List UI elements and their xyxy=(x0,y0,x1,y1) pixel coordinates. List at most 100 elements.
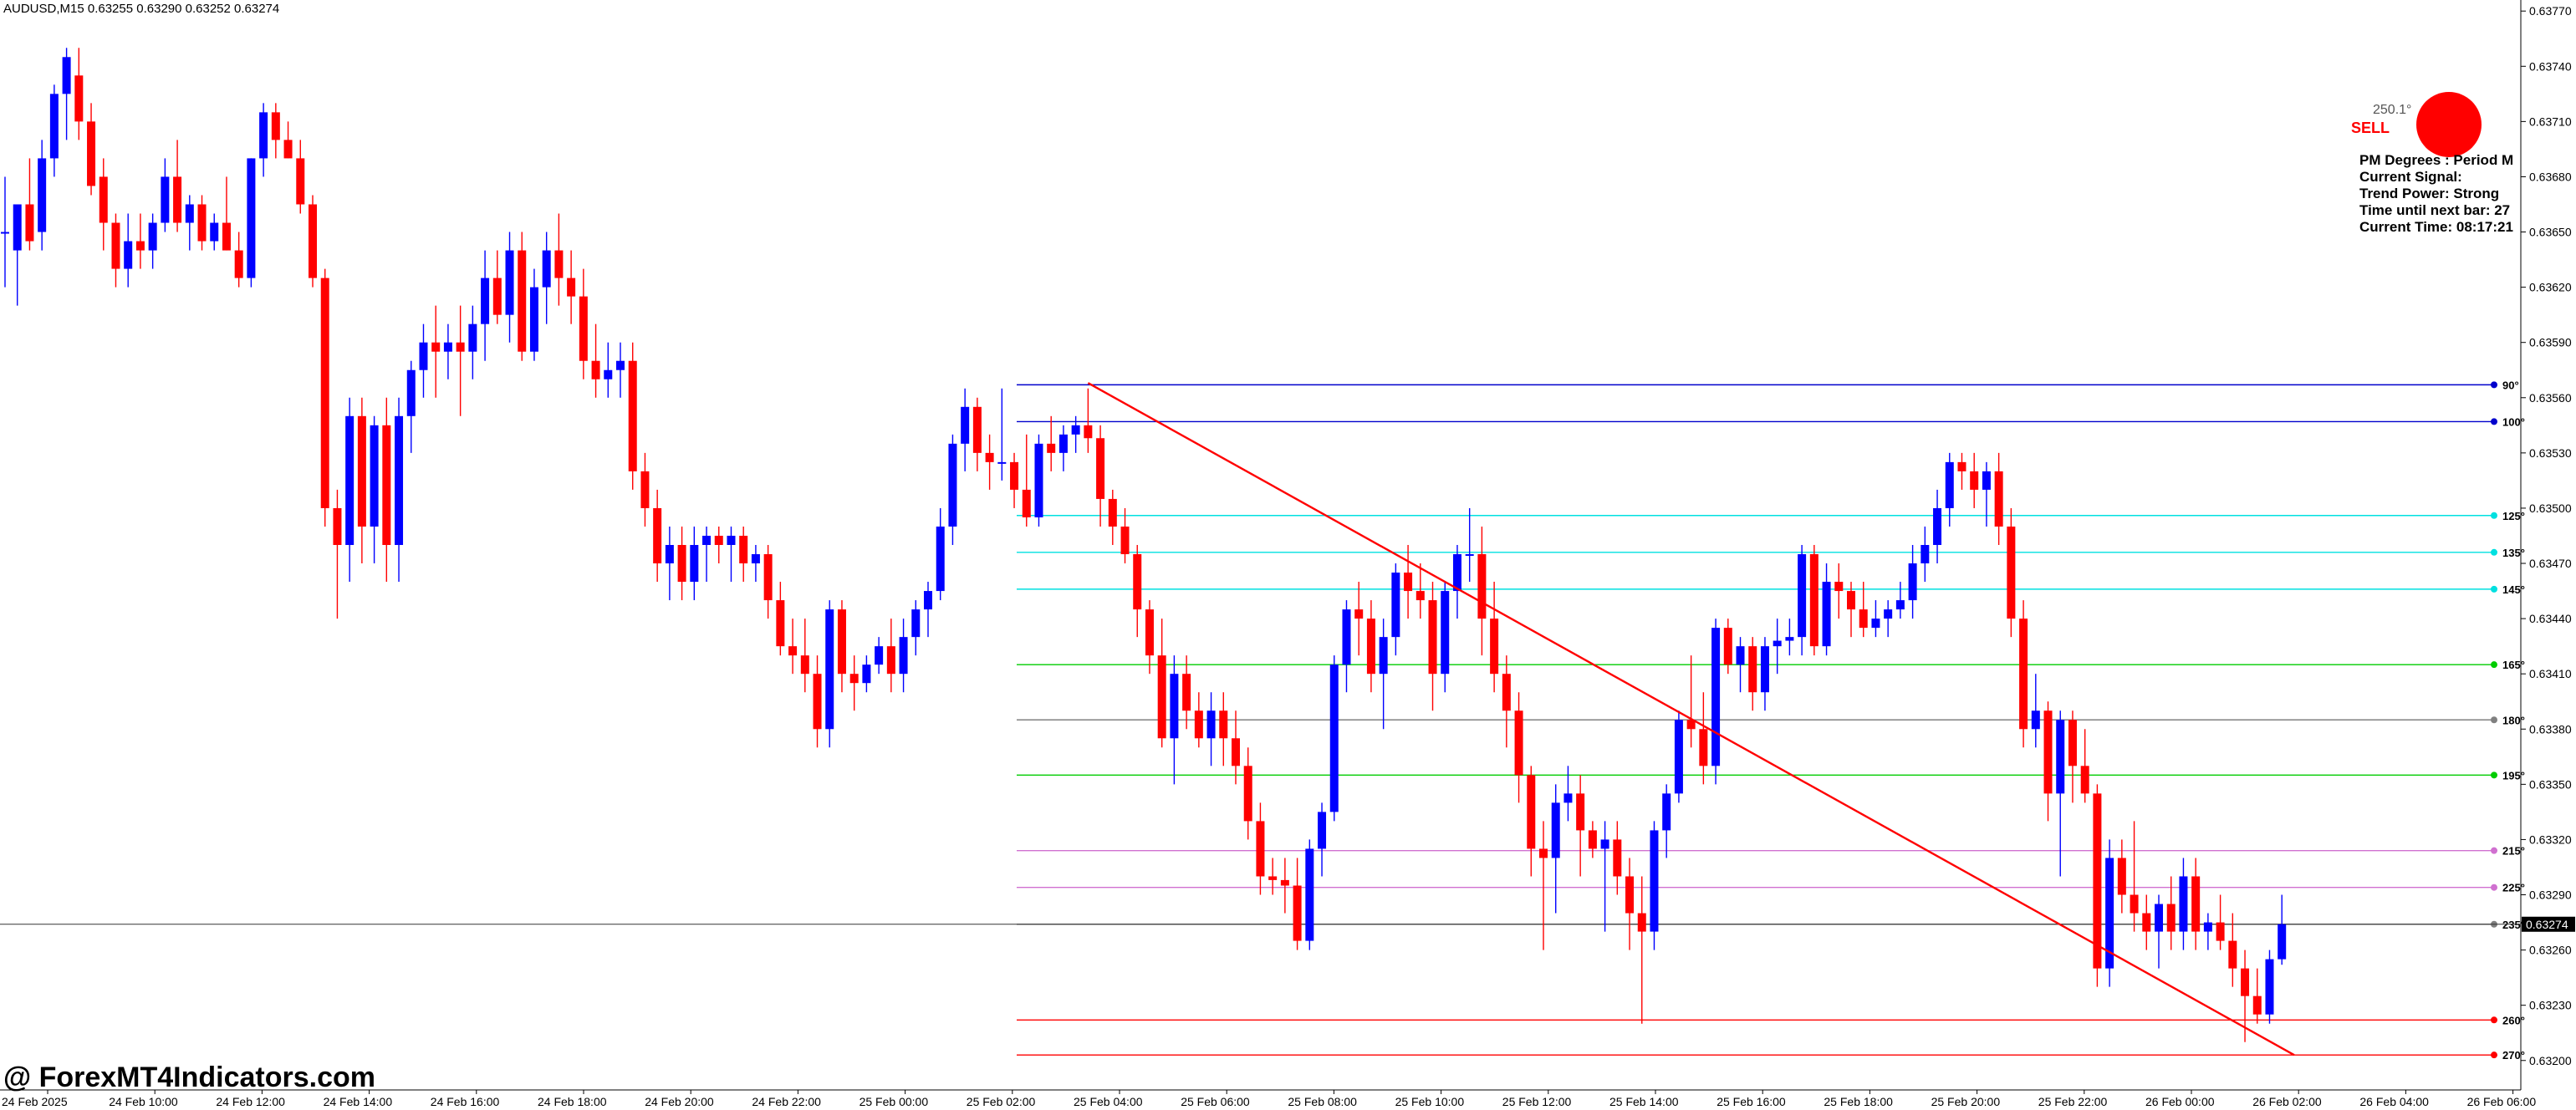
candle-body xyxy=(529,287,538,352)
candle-body xyxy=(1477,554,1487,619)
candle-body xyxy=(1342,609,1351,665)
candle-body xyxy=(197,204,207,242)
price-tick-label: 0.63560 xyxy=(2529,391,2572,405)
candle-body xyxy=(1723,628,1732,665)
candle-body xyxy=(1,232,9,234)
indicator-signal: SELL xyxy=(2351,120,2390,136)
candle-body xyxy=(677,545,686,583)
candle-body xyxy=(1711,628,1721,766)
candle-body xyxy=(1058,434,1068,453)
gann-level-dot xyxy=(2491,771,2497,779)
candle-body xyxy=(1354,609,1364,619)
candle-body xyxy=(554,250,564,278)
candle-body xyxy=(492,278,502,315)
candle-body xyxy=(727,535,736,545)
price-tick-label: 0.63590 xyxy=(2529,336,2572,349)
gann-level-dot xyxy=(2491,1051,2497,1059)
candle-body xyxy=(1318,812,1327,849)
candle-body xyxy=(1490,619,1499,675)
gann-level-label: 100° xyxy=(2502,415,2525,428)
candle-body xyxy=(1576,793,1585,831)
candle-body xyxy=(1194,710,1203,739)
price-tick-label: 0.63230 xyxy=(2529,999,2572,1012)
indicator-info-panel: PM Degrees : Period M Current Signal: Tr… xyxy=(2359,152,2527,236)
info-line: Time until next bar: 27 xyxy=(2359,202,2511,218)
price-tick-label: 0.63710 xyxy=(2529,115,2572,128)
info-line: Current Time: 08:17:21 xyxy=(2359,219,2513,235)
time-tick-label: 25 Feb 14:00 xyxy=(1609,1095,1679,1108)
candle-body xyxy=(1822,582,1831,647)
candle-body xyxy=(25,204,34,242)
candle-body xyxy=(481,278,490,324)
gann-level-dot xyxy=(2491,716,2497,724)
gann-level-label: 90° xyxy=(2502,379,2519,391)
candle-body xyxy=(518,250,527,352)
time-tick-label: 25 Feb 16:00 xyxy=(1716,1095,1786,1108)
candle-body xyxy=(2252,995,2262,1015)
candle-body xyxy=(739,535,748,564)
candle-body xyxy=(1379,637,1388,675)
price-tick-label: 0.63260 xyxy=(2529,944,2572,957)
candle-body xyxy=(763,554,773,601)
candle-body xyxy=(345,415,355,545)
candle-body xyxy=(1650,830,1659,932)
candle-body xyxy=(1096,438,1105,499)
candle-body xyxy=(2130,894,2139,914)
candle-body xyxy=(1625,876,1635,914)
time-tick-label: 26 Feb 02:00 xyxy=(2252,1095,2322,1108)
candle-body xyxy=(1736,646,1745,665)
gann-level-dot xyxy=(2491,512,2497,519)
candle-body xyxy=(1785,637,1794,641)
candle-body xyxy=(948,443,957,527)
candle-body xyxy=(185,204,194,223)
candle-body xyxy=(271,112,280,140)
candle-body xyxy=(2278,924,2287,960)
candle-body xyxy=(825,609,834,730)
candle-body xyxy=(1502,674,1511,711)
candle-body xyxy=(1908,563,1917,601)
time-tick-label: 25 Feb 08:00 xyxy=(1288,1095,1357,1108)
candle-body xyxy=(1293,885,1302,941)
candle-body xyxy=(1071,425,1080,435)
price-tick-label: 0.63680 xyxy=(2529,170,2572,183)
symbol-header: AUDUSD,M15 0.63255 0.63290 0.63252 0.632… xyxy=(3,2,280,16)
candle-body xyxy=(333,507,342,545)
candle-body xyxy=(2216,922,2225,941)
time-tick-label: 24 Feb 10:00 xyxy=(109,1095,178,1108)
time-tick-label: 25 Feb 00:00 xyxy=(860,1095,929,1108)
gann-level-dot xyxy=(2491,381,2497,389)
gann-level-dot xyxy=(2491,418,2497,425)
candle-body xyxy=(1527,775,1536,849)
price-tick-label: 0.63290 xyxy=(2529,889,2572,902)
candle-body xyxy=(406,369,416,416)
time-tick-label: 26 Feb 04:00 xyxy=(2359,1095,2429,1108)
gann-level-label: 225° xyxy=(2502,882,2525,894)
info-line: Trend Power: Strong xyxy=(2359,186,2500,201)
candle-body xyxy=(161,176,170,223)
candle-body xyxy=(690,545,699,583)
candle-body xyxy=(788,646,798,656)
candle-body xyxy=(443,342,452,352)
info-line: Current Signal: xyxy=(2359,169,2462,185)
price-tick-label: 0.63470 xyxy=(2529,557,2572,570)
candle-body xyxy=(616,360,625,370)
signal-circle-icon xyxy=(2416,92,2482,157)
gann-level-dot xyxy=(2491,883,2497,891)
price-tick-label: 0.63200 xyxy=(2529,1054,2572,1067)
candle-body xyxy=(234,250,243,278)
candle-body xyxy=(2007,526,2016,619)
candle-body xyxy=(1108,498,1117,527)
gann-level-label: 195° xyxy=(2502,769,2525,782)
candle-body xyxy=(2142,913,2151,932)
time-tick-label: 26 Feb 06:00 xyxy=(2467,1095,2537,1108)
candle-body xyxy=(702,535,712,545)
candle-body xyxy=(222,222,231,251)
candle-body xyxy=(49,94,59,159)
candle-body xyxy=(628,360,637,471)
candle-body xyxy=(1760,646,1769,693)
candle-body xyxy=(1921,545,1930,564)
candle-body xyxy=(1170,674,1179,739)
time-tick-label: 24 Feb 2025 xyxy=(2,1095,68,1108)
candle-body xyxy=(505,250,514,315)
